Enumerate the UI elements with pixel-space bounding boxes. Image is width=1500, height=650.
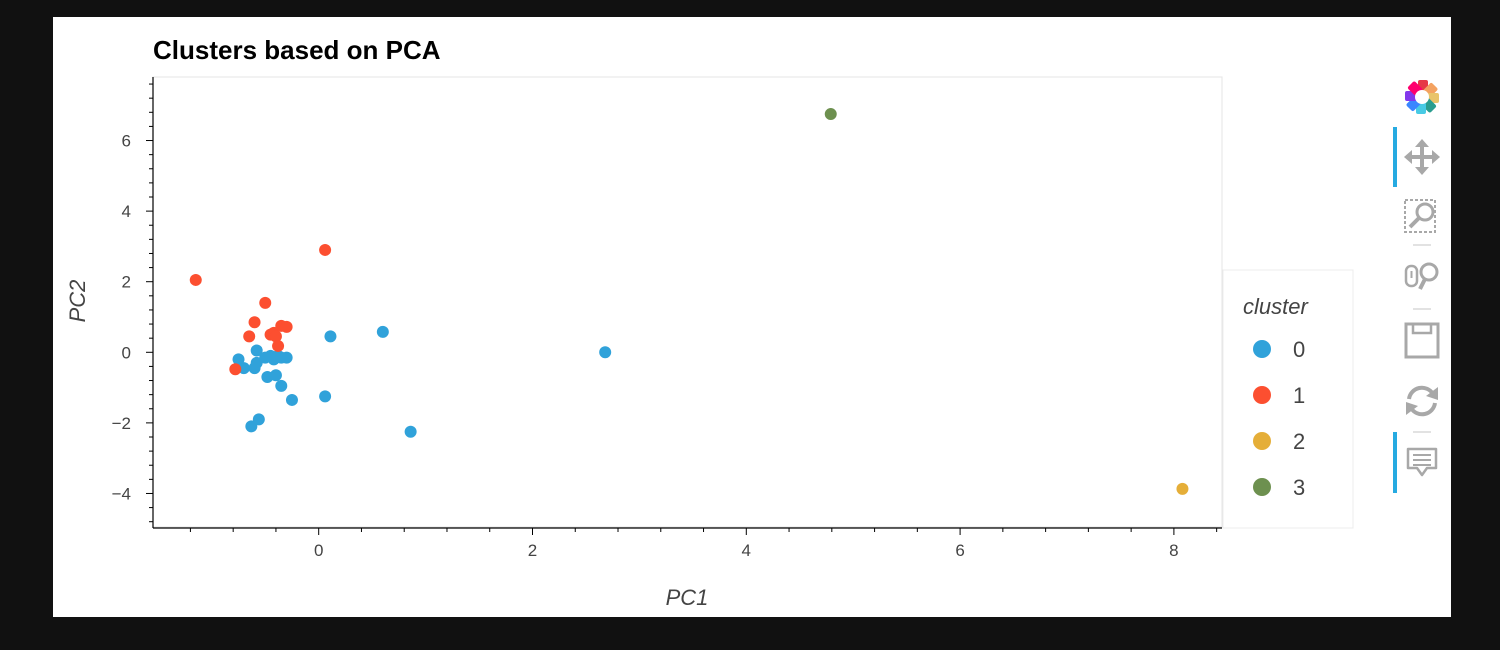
hover-tool-icon[interactable] [1406, 447, 1438, 477]
x-tick-label: 4 [742, 541, 751, 560]
legend-label-cluster-0: 0 [1293, 337, 1305, 362]
scatter-point-cluster-2 [1176, 482, 1189, 495]
box-zoom-tool-icon[interactable] [1404, 199, 1436, 233]
box-zoom-handle [1408, 216, 1421, 229]
scatter-point-cluster-0 [285, 393, 298, 406]
chart-title: Clusters based on PCA [153, 35, 441, 65]
y-tick-label: 0 [122, 343, 131, 362]
axes: 0 2 4 6 8 −4 −2 0 2 4 6 [112, 77, 1222, 560]
data-points [189, 108, 1189, 495]
scatter-point-cluster-0 [404, 425, 417, 438]
y-tick-label: −4 [112, 484, 131, 503]
legend-title: cluster [1243, 294, 1309, 319]
y-tick-label: 6 [122, 132, 131, 151]
y-tick-label: 2 [122, 273, 131, 292]
pan-head-right [1432, 150, 1440, 164]
reset-head-bottom [1406, 402, 1418, 415]
scatter-point-cluster-1 [243, 330, 256, 343]
scatter-point-cluster-0 [245, 420, 258, 433]
x-tick-label: 8 [1169, 541, 1178, 560]
scatter-point-cluster-1 [280, 320, 293, 333]
scatter-point-cluster-0 [275, 379, 288, 392]
scatter-point-cluster-0 [250, 344, 263, 357]
reset-arc-top [1407, 385, 1435, 400]
box-zoom-lens [1415, 202, 1435, 222]
box-zoom-frame [1404, 199, 1436, 233]
scatter-point-cluster-1 [189, 273, 202, 286]
legend-marker-cluster-0 [1253, 340, 1271, 358]
scatter-point-cluster-1 [229, 363, 242, 376]
legend-items: 0 1 2 3 [1253, 337, 1305, 500]
legend-marker-cluster-2 [1253, 432, 1271, 450]
plot-frame [152, 76, 1223, 528]
plot-panel: Clusters based on PCA 0 2 4 6 8 −4 −2 0 2 4 6 PC1 … [53, 17, 1451, 617]
wheel-zoom-lens [1419, 262, 1439, 282]
reset-arc-bottom [1409, 402, 1437, 417]
reset-head-top [1426, 387, 1438, 400]
tool-active-indicator [1393, 432, 1397, 493]
scatter-point-cluster-3 [824, 108, 837, 121]
pan-tool-icon[interactable] [1404, 139, 1440, 175]
scatter-point-cluster-0 [599, 346, 612, 359]
pan-head-left [1404, 150, 1412, 164]
x-tick-label: 2 [528, 541, 537, 560]
wheel-zoom-mouse [1404, 264, 1419, 288]
legend: cluster 0 1 2 3 [1222, 269, 1354, 529]
scatter-point-cluster-1 [272, 339, 285, 352]
reset-tool-icon[interactable] [1406, 385, 1438, 417]
scatter-point-cluster-0 [232, 353, 245, 366]
scatter-point-cluster-1 [259, 296, 272, 309]
scatter-point-cluster-0 [252, 413, 265, 426]
toolbar [1393, 80, 1440, 493]
pan-head-up [1415, 139, 1429, 147]
scatter-point-cluster-0 [280, 351, 293, 364]
legend-box [1222, 269, 1354, 529]
scatter-point-cluster-1 [269, 330, 282, 343]
y-tick-label: 4 [122, 202, 131, 221]
legend-marker-cluster-3 [1253, 478, 1271, 496]
legend-label-cluster-2: 2 [1293, 429, 1305, 454]
save-tool-icon[interactable] [1404, 322, 1440, 359]
scatter-point-cluster-0 [319, 390, 332, 403]
wheel-zoom-handle [1418, 278, 1427, 290]
legend-marker-cluster-1 [1253, 386, 1271, 404]
hover-bubble [1406, 447, 1438, 477]
pan-head-down [1415, 167, 1429, 175]
scatter-point-cluster-0 [376, 325, 389, 338]
x-axis-label: PC1 [666, 585, 709, 610]
y-tick-label: −2 [112, 414, 131, 433]
bokeh-logo-icon [1405, 80, 1439, 114]
legend-label-cluster-1: 1 [1293, 383, 1305, 408]
tool-active-indicator [1393, 127, 1397, 187]
scatter-point-cluster-0 [269, 369, 282, 382]
scatter-point-cluster-1 [319, 243, 332, 256]
x-tick-label: 6 [955, 541, 964, 560]
scatter-point-cluster-0 [324, 330, 337, 343]
legend-label-cluster-3: 3 [1293, 475, 1305, 500]
x-tick-label: 0 [314, 541, 323, 560]
scatter-point-cluster-0 [250, 356, 263, 369]
save-disk [1404, 322, 1440, 359]
wheel-zoom-tool-icon[interactable] [1404, 262, 1439, 290]
logo-center [1415, 90, 1429, 104]
scatter-point-cluster-1 [248, 316, 261, 329]
save-disk-slot [1411, 322, 1433, 335]
y-axis-label: PC2 [65, 280, 90, 323]
